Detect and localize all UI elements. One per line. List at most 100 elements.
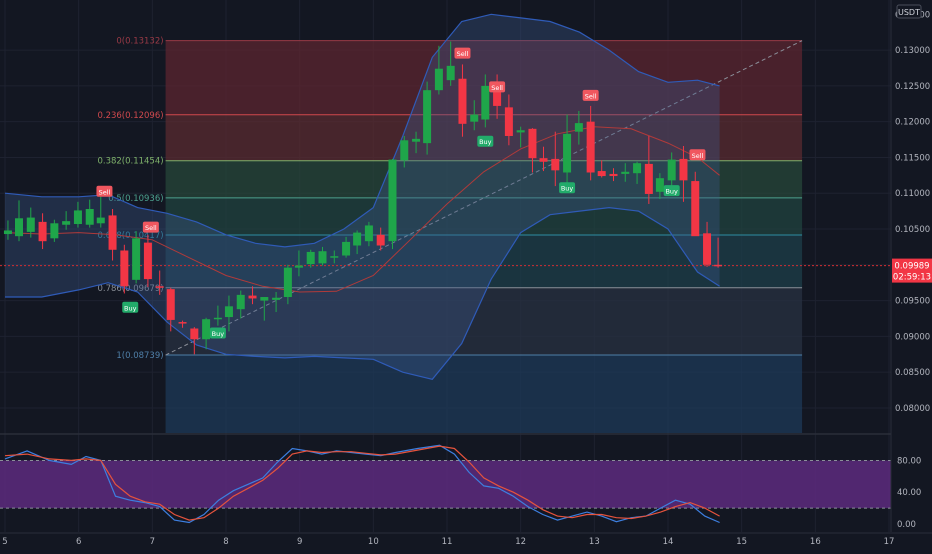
signal-label-text: Sell (457, 50, 469, 58)
time-tick-label: 7 (150, 537, 155, 547)
oscillator-tick-label: 40.00 (897, 488, 921, 498)
candle-body (62, 221, 71, 225)
price-tick-label: 0.13000 (895, 46, 930, 56)
sell-signal-badge (689, 149, 706, 161)
time-axis: 5 6 7 8 9 10 11 12 13 14 15 16 17 (0, 532, 932, 550)
candle-body (400, 140, 409, 161)
oscillator-tick-label: 80.00 (897, 456, 921, 466)
time-tick-label: 11 (442, 537, 453, 547)
fib-zone-extension (165, 355, 803, 433)
last-price-value: 0.09989 (894, 262, 929, 272)
candle-body (434, 68, 443, 91)
fib-trend-line (165, 40, 803, 356)
fib-level-label: 0.786(0.09679) (97, 284, 163, 294)
time-tick-label: 10 (368, 537, 379, 547)
candle-body (190, 328, 199, 340)
time-tick-label: 8 (223, 537, 228, 547)
buy-signal-badge (209, 327, 226, 339)
time-tick-label: 14 (663, 537, 674, 547)
candle-body (143, 242, 152, 280)
candle-body (597, 171, 606, 177)
price-countdown: 02:59:13 (893, 273, 931, 283)
signal-label-text: Sell (692, 152, 704, 160)
sell-signal-badge (96, 185, 113, 197)
buy-signal-badge (477, 135, 494, 147)
candle-body (516, 130, 525, 133)
price-tick-label: 0.11000 (895, 189, 930, 199)
candle-body (108, 215, 117, 250)
candle-body (224, 306, 233, 318)
buy-signal-badge (559, 182, 576, 194)
candle-body (120, 250, 129, 287)
bollinger-fill (5, 14, 720, 380)
last-price-tag (892, 258, 932, 283)
signal-label-text: Sell (99, 188, 111, 196)
time-tick-label: 12 (515, 537, 526, 547)
signal-labels: Sell Sell Sell Sell Sell Sell Buy Buy Buy Buy Buy (96, 47, 706, 339)
sell-signal-badge (454, 47, 471, 59)
candle-body (481, 85, 490, 120)
candle-body (655, 178, 664, 192)
signal-label-text: Buy (212, 330, 225, 338)
candle-body (551, 158, 560, 171)
candle-body (330, 256, 339, 258)
candle-body (563, 133, 572, 173)
time-tick-label: 6 (76, 537, 81, 547)
signal-label-text: Buy (124, 304, 137, 312)
candle-body (178, 322, 187, 324)
candle-body (318, 251, 327, 264)
candle-body (633, 163, 642, 174)
candle-body (691, 181, 700, 237)
candle-body (423, 90, 432, 144)
candle-body (132, 238, 141, 280)
price-axis: 0.13000 0.12500 0.12000 0.11500 0.11000 0.105… (890, 0, 932, 550)
sell-signal-badge (142, 221, 159, 233)
stochastic-k-line (4, 444, 720, 524)
candle-body (306, 251, 315, 265)
time-tick-label: 15 (736, 537, 747, 547)
candle-body (14, 218, 23, 237)
candle-body (3, 230, 12, 235)
fib-zone (165, 287, 803, 356)
price-tick-label: 0.08000 (895, 404, 930, 414)
fib-zone (165, 234, 803, 288)
candle-body (574, 123, 583, 132)
bollinger-lower (5, 206, 720, 380)
time-tick-label: 17 (884, 537, 895, 547)
candle-body (353, 232, 362, 246)
candle-body (388, 159, 397, 242)
candle-body (236, 294, 245, 310)
candle-body (703, 233, 712, 265)
candle-body (714, 264, 723, 267)
candle-body (26, 217, 35, 232)
time-tick-label: 5 (2, 537, 7, 547)
signal-label-text: Sell (145, 224, 157, 232)
bollinger-upper (4, 13, 720, 248)
price-tick-label: 0.09500 (895, 297, 930, 307)
fib-level-label: 0.382(0.11454) (97, 157, 163, 167)
time-tick-label: 9 (297, 537, 302, 547)
candle-body (202, 319, 211, 340)
candle-body (96, 217, 105, 224)
candle-body (85, 208, 94, 225)
fib-level-label: 0.618(0.10417) (97, 231, 163, 241)
candle-body (260, 297, 269, 301)
fib-level-label: 0.5(0.10936) (108, 194, 163, 204)
candle-body (586, 121, 595, 173)
stochastic-band (0, 460, 891, 509)
candle-body (493, 87, 502, 106)
price-tick-label: 0.11500 (895, 153, 930, 163)
fib-level-label: 0.236(0.12096) (97, 111, 163, 121)
bollinger-bands (4, 13, 720, 380)
candle-body (38, 221, 47, 242)
candle-body (73, 210, 82, 225)
price-tick-label: 0.12500 (895, 82, 930, 92)
candle-body (528, 128, 537, 159)
time-tick-label: 13 (589, 537, 600, 547)
candle-body (504, 107, 513, 136)
candle-body (283, 267, 292, 298)
fib-level-label: 1(0.08739) (116, 351, 163, 361)
candle-body (364, 225, 373, 242)
